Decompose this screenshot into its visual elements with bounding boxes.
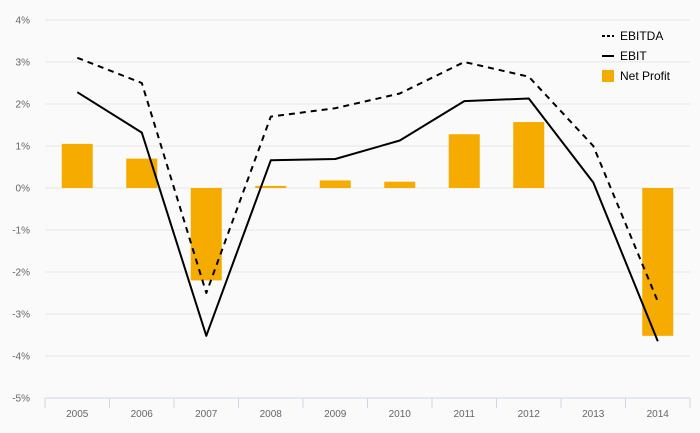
legend-label-ebit: EBIT <box>620 49 647 63</box>
legend-label-net-profit: Net Profit <box>620 69 671 83</box>
net-profit-bars <box>61 122 674 336</box>
net-profit-bar-2010 <box>384 181 416 188</box>
y-tick-label: 4% <box>16 16 31 27</box>
net-profit-bar-2011 <box>448 134 480 188</box>
x-tick-label: 2012 <box>518 409 541 420</box>
x-tick-label: 2014 <box>647 409 670 420</box>
x-tick-label: 2007 <box>195 409 218 420</box>
y-tick-label: 2% <box>16 100 31 111</box>
net-profit-bar-2012 <box>513 122 545 188</box>
net-profit-bar-2007 <box>190 188 222 281</box>
x-tick-label: 2006 <box>131 409 154 420</box>
y-tick-label: -1% <box>12 226 30 237</box>
y-tick-label: 1% <box>16 142 31 153</box>
legend: EBITDA EBIT Net Profit <box>602 29 671 83</box>
y-tick-label: 0% <box>16 184 31 195</box>
x-axis: 2005 2006 2007 2008 2009 2010 2011 2012 2013 2014 <box>44 397 691 420</box>
x-tick-label: 2005 <box>66 409 89 420</box>
ebit-line <box>76 91 659 342</box>
y-tick-label: -2% <box>12 268 30 279</box>
x-tick-label: 2013 <box>582 409 605 420</box>
x-tick-label: 2010 <box>389 409 412 420</box>
y-tick-label: 3% <box>16 58 31 69</box>
x-tick-label: 2008 <box>260 409 283 420</box>
x-tick-label: 2009 <box>324 409 347 420</box>
y-tick-label: -4% <box>12 352 30 363</box>
net-profit-bar-2009 <box>319 180 351 188</box>
y-axis-tick-labels: 4% 3% 2% 1% 0% -1% -2% -3% -4% -5% <box>12 16 30 405</box>
ebitda-line <box>76 56 659 302</box>
y-tick-label: -5% <box>12 394 30 405</box>
legend-label-ebitda: EBITDA <box>620 29 663 43</box>
net-profit-bar-2014 <box>642 188 674 336</box>
net-profit-bar-2008 <box>255 185 287 188</box>
y-tick-label: -3% <box>12 310 30 321</box>
net-profit-bar-2006 <box>126 158 158 188</box>
x-tick-label: 2011 <box>453 409 475 420</box>
legend-swatch-net-profit <box>602 70 614 82</box>
series-lines <box>76 56 659 342</box>
net-profit-bar-2005 <box>61 143 93 188</box>
